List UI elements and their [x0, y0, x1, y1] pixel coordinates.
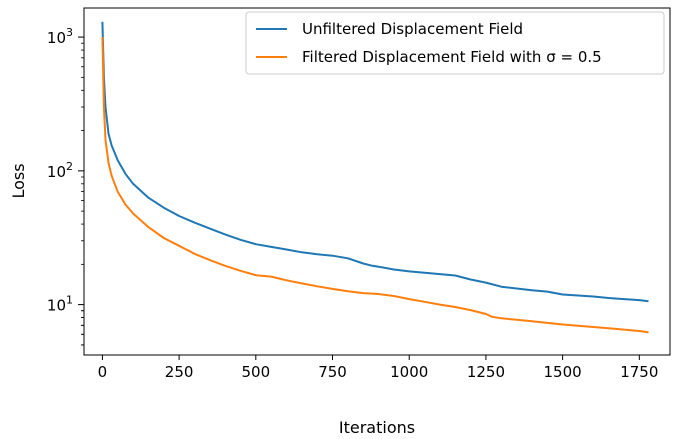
x-tick-label: 1000	[390, 363, 428, 381]
y-tick-exponent: 1	[66, 294, 73, 307]
series-line-1	[101, 37, 649, 334]
y-tick-label: 10	[47, 297, 66, 315]
legend: Unfiltered Displacement Field Filtered D…	[245, 11, 665, 75]
legend-label-filtered: Filtered Displacement Field with σ = 0.5	[302, 48, 602, 66]
x-tick-label: 1500	[544, 363, 582, 381]
x-tick-label: 250	[165, 363, 194, 381]
series-line-0	[101, 21, 649, 303]
y-tick-label: 10	[47, 163, 66, 181]
y-tick-label: 10	[47, 29, 66, 47]
legend-label-unfiltered: Unfiltered Displacement Field	[302, 20, 523, 38]
legend-box	[245, 11, 665, 75]
y-axis-title: Loss	[9, 163, 28, 198]
x-tick-label: 500	[241, 363, 270, 381]
x-axis: 0 250 500 750 1000 1250 1500 1750	[98, 355, 658, 381]
x-tick-label: 0	[98, 363, 108, 381]
series-layer	[101, 21, 649, 334]
y-tick-exponent: 2	[66, 160, 73, 173]
plot-frame	[83, 7, 671, 356]
x-axis-title: Iterations	[339, 418, 415, 437]
y-tick-exponent: 3	[66, 26, 73, 39]
x-tick-label: 1750	[620, 363, 658, 381]
x-tick-label: 1250	[467, 363, 505, 381]
x-tick-label: 750	[318, 363, 347, 381]
